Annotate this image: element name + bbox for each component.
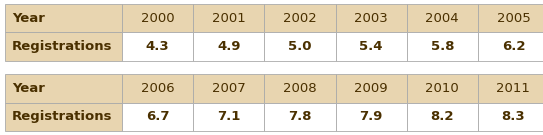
Bar (478, 32, 543, 61)
Text: 2009: 2009 (355, 82, 388, 95)
Text: 8.2: 8.2 (431, 110, 454, 123)
Text: 2003: 2003 (354, 12, 388, 25)
Bar (122, 32, 193, 61)
Text: 2001: 2001 (212, 12, 246, 25)
Bar (407, 103, 478, 131)
Text: 7.8: 7.8 (288, 110, 312, 123)
Bar (264, 32, 336, 61)
Bar (122, 4, 193, 32)
Text: Registrations: Registrations (12, 110, 112, 123)
Bar (193, 32, 264, 61)
Bar (264, 4, 336, 32)
Bar (122, 103, 193, 131)
Text: 7.1: 7.1 (217, 110, 241, 123)
Text: 7.9: 7.9 (359, 110, 383, 123)
Text: 6.2: 6.2 (502, 40, 525, 53)
Bar (5, 4, 122, 32)
Text: 2006: 2006 (141, 82, 174, 95)
Bar (478, 103, 543, 131)
Bar (336, 74, 407, 103)
Text: Year: Year (12, 12, 45, 25)
Text: 5.8: 5.8 (431, 40, 454, 53)
Bar (193, 74, 264, 103)
Text: 4.9: 4.9 (217, 40, 241, 53)
Bar (407, 32, 478, 61)
Text: 6.7: 6.7 (146, 110, 169, 123)
Bar (264, 103, 336, 131)
Bar (193, 103, 264, 131)
Bar (336, 32, 407, 61)
Text: 2002: 2002 (283, 12, 317, 25)
Text: 5.0: 5.0 (288, 40, 312, 53)
Text: 2008: 2008 (283, 82, 317, 95)
Bar (407, 4, 478, 32)
Bar (5, 32, 122, 61)
Bar (478, 4, 543, 32)
Bar (407, 74, 478, 103)
Text: 2005: 2005 (496, 12, 531, 25)
Bar (122, 74, 193, 103)
Text: 4.3: 4.3 (146, 40, 169, 53)
Bar (336, 103, 407, 131)
Text: 8.3: 8.3 (502, 110, 525, 123)
Bar (336, 4, 407, 32)
Text: 2004: 2004 (426, 12, 459, 25)
Text: 2011: 2011 (496, 82, 531, 95)
Bar (264, 74, 336, 103)
Text: 2007: 2007 (212, 82, 246, 95)
Bar (5, 103, 122, 131)
Text: Year: Year (12, 82, 45, 95)
Bar (478, 74, 543, 103)
Text: 5.4: 5.4 (359, 40, 383, 53)
Text: 2000: 2000 (141, 12, 174, 25)
Text: Registrations: Registrations (12, 40, 112, 53)
Text: 2010: 2010 (425, 82, 459, 95)
Bar (193, 4, 264, 32)
Bar (5, 74, 122, 103)
